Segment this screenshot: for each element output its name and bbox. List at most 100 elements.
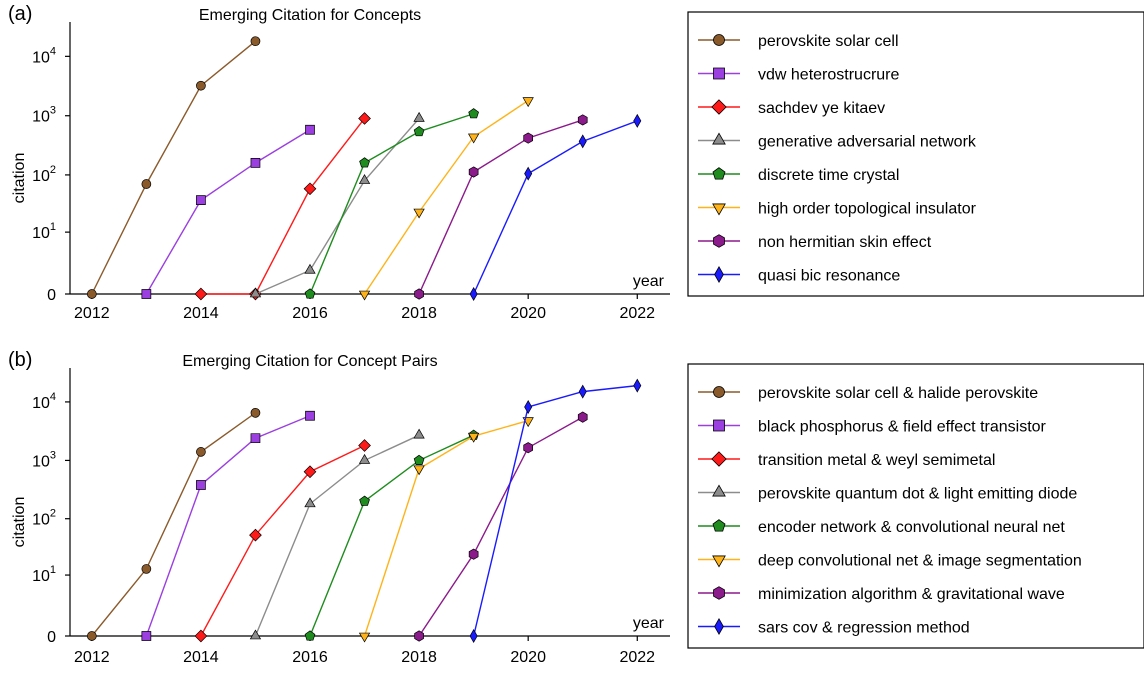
data-point (633, 113, 642, 128)
series-line (309, 434, 474, 637)
data-point (305, 410, 315, 421)
data-point (359, 157, 370, 168)
legend-label: generative adversarial network (758, 134, 977, 151)
series-2 (194, 112, 371, 301)
legend-marker (712, 203, 726, 216)
chart-title: Emerging Citation for Concept Pairs (182, 353, 437, 370)
legend-marker (712, 132, 726, 145)
data-point (523, 132, 534, 144)
data-point (414, 288, 424, 300)
series-6 (414, 114, 588, 300)
data-point (250, 36, 261, 47)
chart-title: Emerging Citation for Concepts (199, 7, 421, 24)
legend-label: high order topological insulator (758, 201, 977, 218)
y-tick-label: 103 (32, 449, 56, 470)
series-line (91, 412, 256, 637)
legend-label: discrete time crystal (758, 167, 899, 184)
data-point (578, 384, 587, 399)
legend-item: discrete time crystal (698, 167, 899, 184)
series-line (309, 113, 474, 295)
legend-marker (712, 555, 726, 568)
legend-marker (713, 386, 725, 398)
data-point (304, 497, 316, 508)
series-4 (304, 108, 479, 299)
series-line (200, 444, 365, 637)
legend-label: perovskite solar cell & halide perovskit… (758, 385, 1038, 402)
series-3 (249, 428, 425, 640)
series-line (254, 434, 420, 637)
data-point (305, 124, 315, 135)
data-point (578, 134, 587, 149)
data-point (523, 442, 534, 454)
chart-panel-a: (a) Emerging Citation for Concepts 2012 201… (8, 3, 1144, 322)
x-tick-label: 2016 (292, 305, 328, 322)
series-line (472, 384, 638, 637)
x-tick-label: 2018 (401, 305, 437, 322)
legend-marker (712, 167, 726, 180)
legend-marker (714, 617, 724, 636)
panel-letter: (b) (8, 349, 32, 371)
data-point (86, 631, 97, 641)
data-point (524, 166, 533, 181)
series-line (363, 99, 529, 295)
y-tick-label: 101 (32, 221, 56, 242)
data-point (249, 287, 262, 298)
legend-item: high order topological insulator (698, 201, 977, 218)
data-point (249, 528, 262, 542)
data-point (413, 428, 425, 439)
data-point (413, 454, 425, 465)
legend-label: vdw heterostrucrure (758, 67, 899, 84)
data-point (522, 97, 534, 108)
series-1 (141, 124, 315, 299)
series-line (363, 419, 529, 637)
chart-panel-b: (b) Emerging Citation for Concept Pairs 20… (8, 349, 1144, 666)
legend-label: minimization algorithm & gravitational w… (758, 586, 1065, 603)
legend-marker (713, 234, 725, 248)
data-point (86, 289, 97, 299)
y-tick-label: 104 (32, 391, 56, 412)
data-point (467, 432, 480, 443)
legend-label: encoder network & convolutional neural n… (758, 519, 1065, 536)
legend-label: quasi bic resonance (758, 268, 900, 285)
legend-item: perovskite solar cell (698, 33, 899, 50)
x-tick-label: 2020 (510, 649, 546, 666)
data-point (468, 548, 479, 560)
legend-marker (711, 451, 727, 467)
legend-item: encoder network & convolutional neural n… (698, 519, 1065, 536)
data-point (196, 80, 206, 91)
legend-label: deep convolutional net & image segmentat… (758, 553, 1082, 570)
legend-label: black phosphorus & field effect transist… (758, 419, 1047, 436)
data-point (304, 263, 316, 274)
series-6 (414, 411, 588, 642)
x-tick-label: 2016 (292, 649, 328, 666)
legend-item: sachdev ye kitaev (698, 99, 885, 117)
legend-item: perovskite solar cell & halide perovskit… (698, 385, 1038, 402)
series-0 (86, 36, 261, 299)
data-point (141, 289, 152, 299)
legend-item: deep convolutional net & image segmentat… (698, 553, 1082, 570)
data-point (196, 447, 206, 457)
legend-frame (687, 11, 1144, 297)
data-point (468, 166, 479, 178)
series-line (145, 129, 311, 295)
data-point (194, 287, 208, 301)
legend-item: sars cov & regression method (698, 617, 970, 637)
legend: perovskite solar cell vdw heterostrucrure… (687, 11, 1144, 297)
legend-item: generative adversarial network (698, 132, 977, 151)
data-point (413, 465, 425, 476)
data-point (413, 208, 425, 219)
y-tick-label: 103 (32, 105, 56, 126)
y-tick-label: 101 (32, 564, 56, 585)
data-point (141, 179, 152, 189)
x-tick-label: 2018 (401, 649, 437, 666)
data-point (194, 629, 208, 643)
legend-marker (712, 519, 726, 532)
data-point (467, 133, 480, 144)
data-point (303, 182, 317, 196)
legend-item: transition metal & weyl semimetal (698, 451, 995, 469)
data-point (577, 114, 588, 126)
data-point (303, 465, 317, 479)
legend-label: perovskite quantum dot & light emitting … (758, 486, 1077, 503)
legend-item: vdw heterostrucrure (698, 67, 899, 84)
